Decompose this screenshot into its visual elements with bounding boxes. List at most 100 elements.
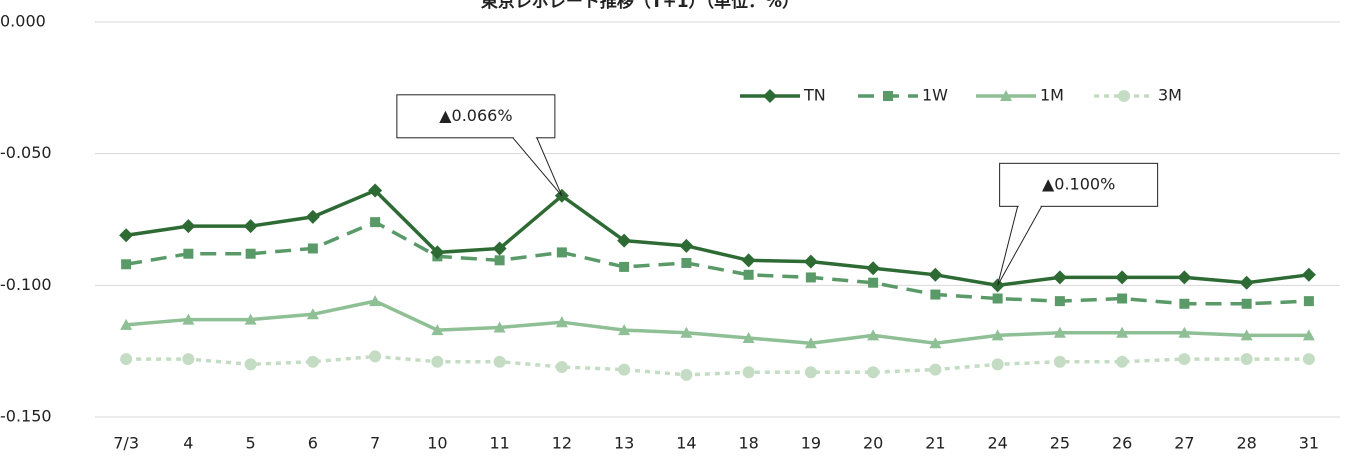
x-tick-label: 20 [863, 434, 883, 453]
data-point [120, 318, 133, 330]
legend-label: 3M [1158, 86, 1182, 105]
data-point [431, 355, 444, 368]
data-point [1178, 353, 1191, 366]
data-point [1239, 275, 1254, 290]
data-point [1117, 293, 1128, 304]
data-point [1179, 298, 1190, 309]
data-point [1116, 326, 1129, 338]
callout-pointer [511, 137, 563, 197]
data-point [430, 245, 445, 260]
data-point [245, 248, 256, 259]
data-point [992, 293, 1003, 304]
callout-pointer [997, 205, 1043, 286]
data-point [494, 255, 505, 266]
data-point [119, 228, 134, 243]
data-point [1053, 326, 1066, 338]
data-point [182, 313, 195, 325]
x-tick-label: 12 [552, 434, 572, 453]
data-point [866, 261, 881, 276]
legend-label: 1W [922, 86, 948, 105]
data-point [619, 261, 630, 272]
x-tick-label: 19 [801, 434, 821, 453]
callout: ▲0.066% [396, 94, 563, 197]
data-point [991, 358, 1004, 371]
x-tick-label: 26 [1112, 434, 1132, 453]
x-tick-label: 31 [1299, 434, 1319, 453]
x-tick-label: 7 [370, 434, 380, 453]
data-point [867, 366, 880, 379]
data-point [556, 247, 567, 258]
data-point [804, 337, 817, 349]
y-tick-label: -0.050 [0, 143, 52, 162]
data-point [306, 308, 319, 320]
data-point [681, 257, 692, 268]
data-point [680, 368, 693, 381]
callout-box [999, 162, 1159, 207]
data-point [369, 350, 382, 363]
data-point [991, 329, 1004, 341]
data-point [243, 219, 258, 234]
data-point [618, 324, 631, 336]
data-point [618, 363, 631, 376]
x-tick-label: 28 [1236, 434, 1256, 453]
data-point [804, 366, 817, 379]
x-tick-label: 7/3 [113, 434, 139, 453]
callout-box [396, 94, 556, 139]
data-point [244, 313, 257, 325]
legend-marker [763, 89, 777, 103]
data-point [555, 360, 568, 373]
x-tick-label: 6 [308, 434, 318, 453]
data-point [743, 269, 754, 280]
data-point [370, 217, 381, 228]
data-point [929, 363, 942, 376]
data-point [369, 295, 382, 307]
data-point [929, 337, 942, 349]
data-point [368, 183, 383, 198]
data-point [930, 289, 941, 300]
x-tick-label: 24 [987, 434, 1007, 453]
data-point [1302, 353, 1315, 366]
data-point [183, 248, 194, 259]
data-point [617, 233, 632, 248]
series-line [125, 220, 1309, 306]
data-point [1177, 270, 1192, 285]
data-point [1240, 353, 1253, 366]
data-point [1303, 296, 1314, 307]
data-point [741, 253, 756, 268]
data-point [1241, 298, 1252, 309]
data-point [1301, 267, 1316, 282]
x-tick-label: 25 [1050, 434, 1070, 453]
data-point [1240, 329, 1253, 341]
x-tick-label: 5 [246, 434, 256, 453]
data-point [492, 241, 507, 256]
data-point [742, 366, 755, 379]
legend-marker [1118, 90, 1130, 102]
legend-label: 1M [1040, 86, 1064, 105]
series-line [126, 354, 1309, 377]
series-line [125, 188, 1310, 288]
callout: ▲0.100% [997, 162, 1159, 286]
data-point [182, 353, 195, 366]
data-point [867, 329, 880, 341]
x-tick-label: 14 [676, 434, 696, 453]
data-point [244, 358, 257, 371]
legend-marker [883, 91, 893, 101]
x-tick-label: 13 [614, 434, 634, 453]
data-point [1115, 270, 1130, 285]
data-point [680, 326, 693, 338]
data-point [1116, 355, 1129, 368]
y-tick-label: 0.000 [0, 12, 46, 31]
legend-marker [1000, 90, 1012, 101]
x-tick-label: 10 [427, 434, 447, 453]
data-point [431, 324, 444, 336]
x-tick-label: 27 [1174, 434, 1194, 453]
data-point [803, 254, 818, 269]
chart-title: 東京レポレート推移（T+1）（単位：%） [481, 0, 799, 12]
data-point [306, 355, 319, 368]
data-point [1178, 326, 1191, 338]
data-point [742, 332, 755, 343]
data-point [805, 272, 816, 283]
data-point [493, 321, 506, 333]
data-point [1053, 355, 1066, 368]
